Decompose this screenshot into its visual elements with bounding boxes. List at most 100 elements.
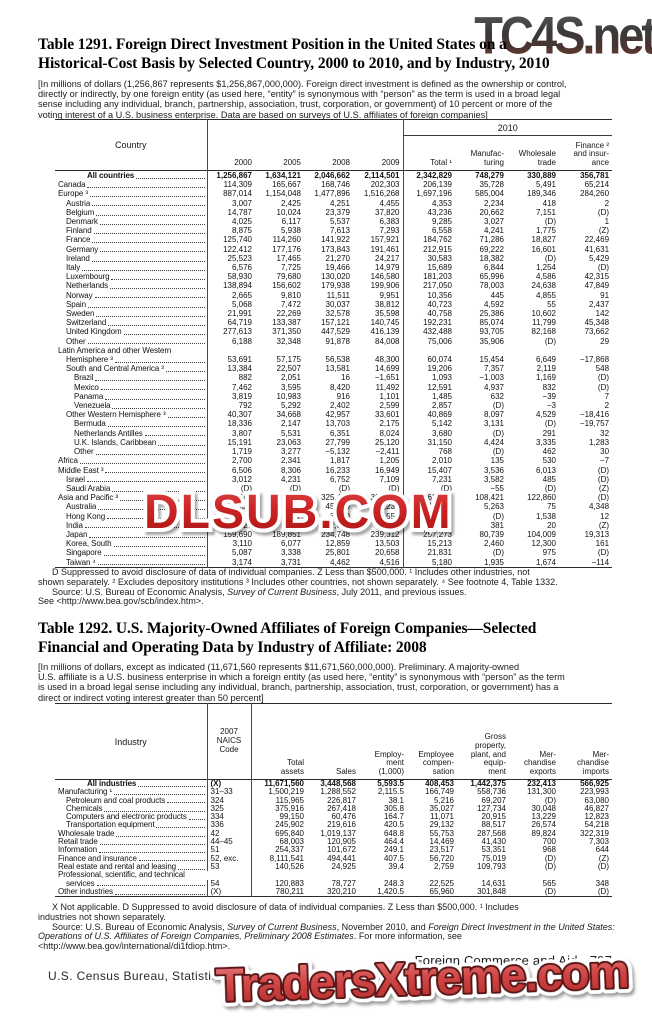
data-cell: 19,206 xyxy=(402,364,455,374)
leader-dots xyxy=(105,398,205,400)
row-label: U.K. Islands, Caribbean xyxy=(74,437,157,447)
data-cell: 78,727 xyxy=(331,878,356,888)
watermark-dlsub: DLSUB.COM xyxy=(140,484,455,543)
data-cell: 4,231 xyxy=(280,474,301,484)
data-cell: 2,119 xyxy=(536,364,556,374)
data-cell: 780,211 xyxy=(250,887,307,897)
table-row: Netherlands Antilles 3,807 5,531 6,351 8,024… xyxy=(55,428,612,438)
data-cell: 53,351 xyxy=(481,845,506,855)
data-cell: 2,857 xyxy=(402,401,455,411)
data-cell: 18,382 xyxy=(479,253,504,263)
row-label: India xyxy=(66,520,83,530)
data-cell: 418 xyxy=(542,198,556,208)
data-cell: 2,717 xyxy=(280,511,301,521)
table-1292-title: Table 1292. U.S. Majority-Owned Affiliat… xyxy=(38,620,537,656)
leader-dots xyxy=(95,453,205,455)
data-cell: 93,705 xyxy=(479,327,504,337)
data-cell: 6,844 xyxy=(483,263,504,273)
table-row: France 125,740 114,260 141,922 157,921 184,76… xyxy=(55,235,612,245)
data-cell: 120,905 xyxy=(327,837,356,847)
data-cell: 4,353 xyxy=(402,198,455,208)
data-cell: (D) xyxy=(206,483,255,494)
watermark-tradersxtreme: TradersXtreme.com TradersXtreme.com xyxy=(210,940,635,1017)
row-label: Asia and Pacific ³ xyxy=(58,493,119,503)
data-cell: 41,631 xyxy=(584,244,610,254)
naics-code-cell: 336 xyxy=(206,821,251,830)
leader-dots xyxy=(98,852,205,854)
data-cell xyxy=(250,871,307,880)
data-cell xyxy=(304,346,353,355)
leader-dots xyxy=(136,177,205,179)
data-cell: 13,581 xyxy=(325,364,350,374)
data-cell: 6,077 xyxy=(280,539,301,549)
data-cell: 3,277 xyxy=(280,447,301,457)
data-cell: 4,586 xyxy=(535,272,556,282)
data-cell: 29 xyxy=(600,336,610,346)
leader-dots xyxy=(107,518,205,520)
data-cell: 7,472 xyxy=(280,299,301,309)
data-cell: 35,027 xyxy=(429,803,454,813)
data-cell: 6,649 xyxy=(535,355,556,365)
data-cell: 165,667 xyxy=(272,180,301,190)
data-cell: (D) xyxy=(544,336,556,346)
table-row: United Kingdom 277,613 371,350 447,529 416,1… xyxy=(55,327,612,337)
data-cell: (D) xyxy=(544,795,556,805)
leader-dots xyxy=(89,536,205,538)
row-label: South and Central America ³ xyxy=(66,364,164,374)
data-cell: 245,902 xyxy=(250,821,307,830)
data-cell: (D) xyxy=(289,483,301,493)
data-cell: 3,819 xyxy=(206,391,255,402)
data-cell: 177,176 xyxy=(272,244,301,254)
data-cell: (D) xyxy=(597,548,610,558)
data-cell: 25,523 xyxy=(206,253,255,264)
data-cell: 206,139 xyxy=(402,180,455,190)
row-label: Germany xyxy=(66,244,99,254)
leader-dots xyxy=(111,278,205,280)
data-cell: 2,700 xyxy=(206,456,255,466)
leader-dots xyxy=(178,868,205,870)
data-cell: (Z) xyxy=(598,226,610,236)
data-cell: 24,217 xyxy=(375,253,400,263)
data-cell: 135 xyxy=(490,456,504,466)
data-cell: 13,703 xyxy=(325,419,350,429)
data-cell: 6,752 xyxy=(329,474,350,484)
row-label: Panama xyxy=(74,391,104,401)
leader-dots xyxy=(120,499,205,501)
data-cell: 1,254 xyxy=(535,263,556,273)
leader-dots xyxy=(158,444,205,446)
table-row: Information 51 254,337 101,672 249.1 23,517 53… xyxy=(55,845,612,855)
data-cell: (D) xyxy=(492,548,504,558)
data-cell: 2 xyxy=(604,401,610,411)
table-row: Real estate and rental and leasing 53 140,… xyxy=(55,862,612,872)
data-cell: 2,665 xyxy=(206,290,255,300)
table-row: Ireland 25,523 17,465 21,270 24,217 30,583 18,… xyxy=(55,253,612,264)
data-cell: 1 xyxy=(604,217,610,227)
naics-code-cell: 31–33 xyxy=(206,787,251,797)
row-label: Netherlands xyxy=(66,281,109,291)
row-label: Israel xyxy=(66,474,85,484)
data-cell: 7,109 xyxy=(379,474,400,484)
data-cell: 7,725 xyxy=(280,263,301,273)
data-cell: 12,823 xyxy=(584,812,609,822)
data-cell: 157,121 xyxy=(321,318,350,328)
row-label: Information xyxy=(58,846,97,855)
data-cell: 91 xyxy=(600,290,610,300)
data-cell: 12,859 xyxy=(325,539,350,549)
data-cell: 20,658 xyxy=(375,548,400,558)
column-header-compensation: Employee compen- sation xyxy=(418,749,454,777)
data-cell: 41,430 xyxy=(481,837,506,847)
data-cell: 4,462 xyxy=(329,557,350,567)
data-cell: (D) xyxy=(597,207,610,217)
leader-dots xyxy=(100,251,205,253)
data-cell: 14,699 xyxy=(375,364,400,374)
data-cell: 50,239 xyxy=(375,502,400,512)
data-cell: −18,416 xyxy=(579,410,610,420)
data-cell: 71,286 xyxy=(479,235,504,245)
data-cell: (D) xyxy=(492,428,504,438)
data-cell: 146,580 xyxy=(370,272,400,282)
data-cell: (Z) xyxy=(598,483,610,493)
data-cell: 16,949 xyxy=(375,465,400,475)
table-row: Other industries (X) 780,211 320,210 1,420.5… xyxy=(55,887,612,897)
table-row: Retail trade 44–45 68,003 120,905 464.4 14,46… xyxy=(55,837,612,847)
table-1292-header: Industry 2007 NAICS Code Total assets Sa… xyxy=(55,703,612,780)
